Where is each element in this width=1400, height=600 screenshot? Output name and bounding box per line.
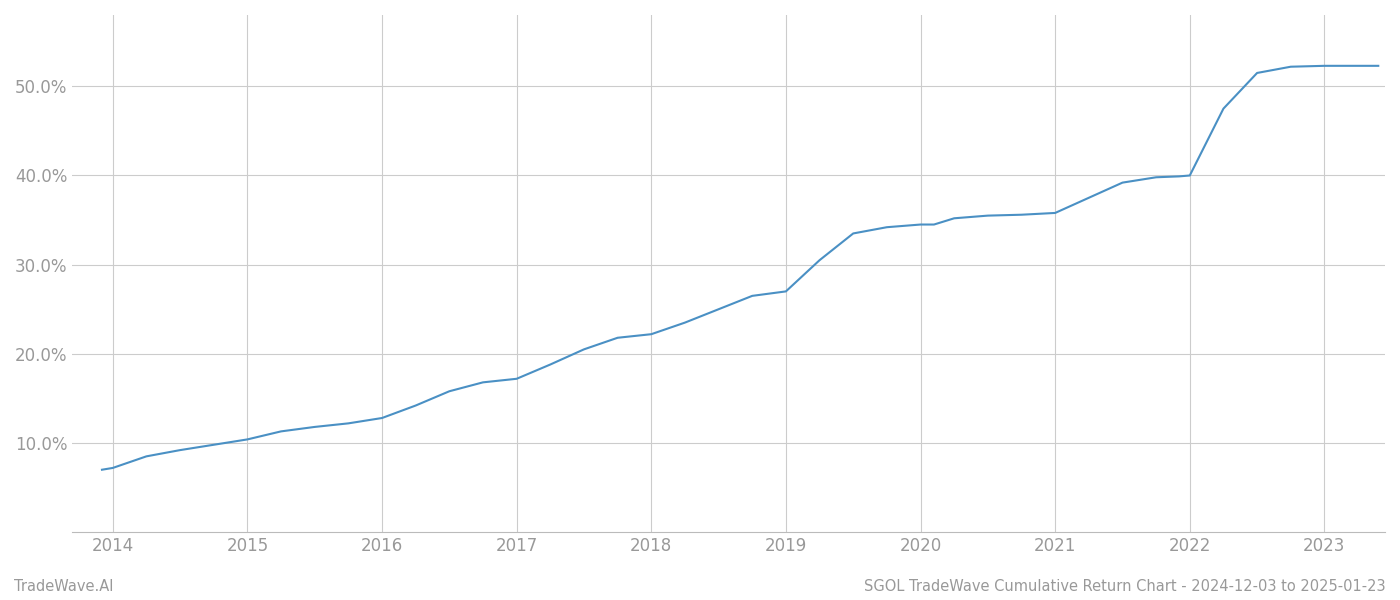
Text: TradeWave.AI: TradeWave.AI — [14, 579, 113, 594]
Text: SGOL TradeWave Cumulative Return Chart - 2024-12-03 to 2025-01-23: SGOL TradeWave Cumulative Return Chart -… — [864, 579, 1386, 594]
